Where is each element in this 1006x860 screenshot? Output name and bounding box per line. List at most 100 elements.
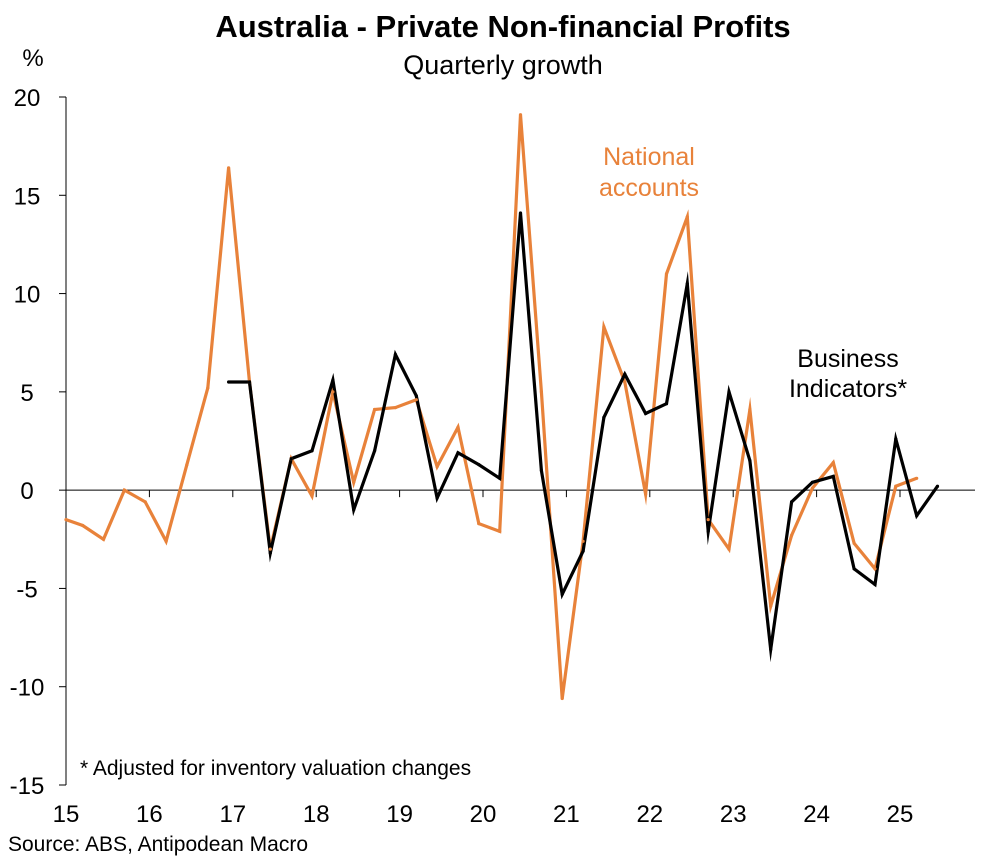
data-point-business-indicators bbox=[602, 415, 606, 419]
data-point-business-indicators bbox=[935, 484, 940, 488]
data-point-national-accounts bbox=[310, 494, 314, 498]
data-point-national-accounts bbox=[122, 488, 126, 492]
series-label-business-indicators-line2: Indicators* bbox=[789, 375, 907, 403]
x-tick-label: 19 bbox=[386, 801, 413, 828]
data-point-business-indicators bbox=[831, 474, 835, 478]
data-point-national-accounts bbox=[143, 500, 147, 504]
data-point-national-accounts bbox=[685, 215, 689, 219]
data-point-national-accounts bbox=[101, 537, 106, 541]
data-point-business-indicators bbox=[289, 457, 293, 461]
data-point-national-accounts bbox=[727, 547, 731, 551]
x-tick-label: 17 bbox=[219, 801, 246, 828]
data-point-national-accounts bbox=[164, 539, 168, 543]
data-point-business-indicators bbox=[227, 380, 231, 384]
y-axis-label: % bbox=[22, 45, 43, 72]
data-point-business-indicators bbox=[769, 647, 773, 652]
data-point-national-accounts bbox=[873, 567, 877, 571]
data-point-business-indicators bbox=[435, 496, 439, 500]
x-tick-label: 18 bbox=[303, 801, 330, 828]
x-tick-label: 25 bbox=[887, 801, 914, 828]
data-point-national-accounts bbox=[769, 604, 773, 608]
data-point-national-accounts bbox=[831, 461, 835, 465]
data-point-business-indicators bbox=[748, 459, 752, 463]
data-point-business-indicators bbox=[915, 514, 919, 518]
data-point-national-accounts bbox=[560, 696, 564, 701]
data-point-national-accounts bbox=[790, 533, 794, 538]
data-point-national-accounts bbox=[331, 390, 335, 394]
data-point-business-indicators bbox=[414, 394, 418, 398]
x-tick-label: 24 bbox=[803, 801, 830, 828]
data-point-national-accounts bbox=[518, 113, 523, 117]
data-point-business-indicators bbox=[706, 529, 710, 534]
data-point-business-indicators bbox=[268, 551, 272, 555]
data-point-business-indicators bbox=[310, 449, 314, 453]
data-point-business-indicators bbox=[560, 592, 564, 596]
data-point-business-indicators bbox=[664, 402, 669, 406]
series-label-national-accounts-line2: accounts bbox=[599, 174, 699, 202]
data-point-business-indicators bbox=[790, 500, 794, 504]
x-tick-label: 21 bbox=[553, 801, 580, 828]
data-point-national-accounts bbox=[810, 486, 815, 490]
series-label-business-indicators-line1: Business bbox=[797, 345, 898, 373]
y-tick-label: 15 bbox=[14, 183, 41, 210]
data-point-business-indicators bbox=[456, 451, 460, 455]
data-point-national-accounts bbox=[393, 406, 397, 410]
data-point-national-accounts bbox=[644, 492, 648, 496]
data-point-business-indicators bbox=[518, 211, 523, 215]
data-point-national-accounts bbox=[435, 465, 439, 469]
data-point-business-indicators bbox=[477, 463, 481, 467]
data-point-national-accounts bbox=[456, 425, 460, 429]
chart-footnote: * Adjusted for inventory valuation chang… bbox=[80, 757, 471, 780]
data-point-national-accounts bbox=[539, 390, 544, 394]
data-point-national-accounts bbox=[581, 539, 585, 543]
data-point-national-accounts bbox=[477, 522, 481, 526]
data-point-business-indicators bbox=[498, 476, 502, 480]
x-tick-label: 16 bbox=[136, 801, 163, 828]
data-point-business-indicators bbox=[352, 508, 356, 512]
data-point-business-indicators bbox=[539, 468, 544, 473]
data-point-business-indicators bbox=[810, 480, 815, 484]
data-point-national-accounts bbox=[414, 398, 418, 402]
chart-subtitle: Quarterly growth bbox=[403, 50, 603, 80]
data-point-national-accounts bbox=[602, 325, 606, 329]
data-point-national-accounts bbox=[352, 480, 356, 484]
y-tick-label: -15 bbox=[10, 773, 45, 800]
data-point-business-indicators bbox=[727, 390, 731, 394]
chart-title: Australia - Private Non-financial Profit… bbox=[215, 9, 790, 44]
data-point-national-accounts bbox=[894, 484, 898, 488]
y-tick-label: 20 bbox=[14, 85, 41, 112]
data-point-national-accounts bbox=[227, 166, 231, 170]
data-point-national-accounts bbox=[185, 463, 189, 467]
data-point-national-accounts bbox=[206, 386, 210, 390]
data-point-national-accounts bbox=[64, 518, 68, 522]
chart-source: Source: ABS, Antipodean Macro bbox=[8, 833, 308, 856]
data-point-national-accounts bbox=[852, 541, 856, 545]
x-tick-label: 15 bbox=[53, 801, 80, 828]
series-line-national-accounts bbox=[65, 114, 918, 699]
y-tick-label: 5 bbox=[20, 380, 33, 407]
data-point-business-indicators bbox=[685, 282, 689, 286]
x-tick-label: 23 bbox=[720, 801, 747, 828]
x-tick-label: 20 bbox=[470, 801, 497, 828]
y-tick-label: -10 bbox=[10, 675, 45, 702]
series-line-business-indicators bbox=[228, 212, 939, 663]
data-point-business-indicators bbox=[623, 372, 627, 376]
data-point-national-accounts bbox=[268, 547, 272, 551]
data-point-national-accounts bbox=[623, 380, 627, 384]
data-point-national-accounts bbox=[373, 407, 377, 412]
data-point-business-indicators bbox=[581, 549, 585, 553]
y-tick-label: -5 bbox=[16, 576, 37, 603]
data-point-national-accounts bbox=[664, 272, 669, 276]
data-point-national-accounts bbox=[748, 407, 752, 412]
data-point-business-indicators bbox=[644, 411, 648, 416]
data-point-business-indicators bbox=[894, 437, 898, 441]
data-point-national-accounts bbox=[498, 529, 502, 534]
data-point-business-indicators bbox=[373, 449, 377, 453]
y-tick-label: 0 bbox=[20, 478, 33, 505]
data-point-business-indicators bbox=[247, 380, 252, 384]
y-tick-label: 10 bbox=[14, 282, 41, 309]
data-point-business-indicators bbox=[852, 567, 856, 571]
data-point-business-indicators bbox=[331, 378, 335, 382]
series-label-national-accounts-line1: National bbox=[603, 143, 695, 171]
